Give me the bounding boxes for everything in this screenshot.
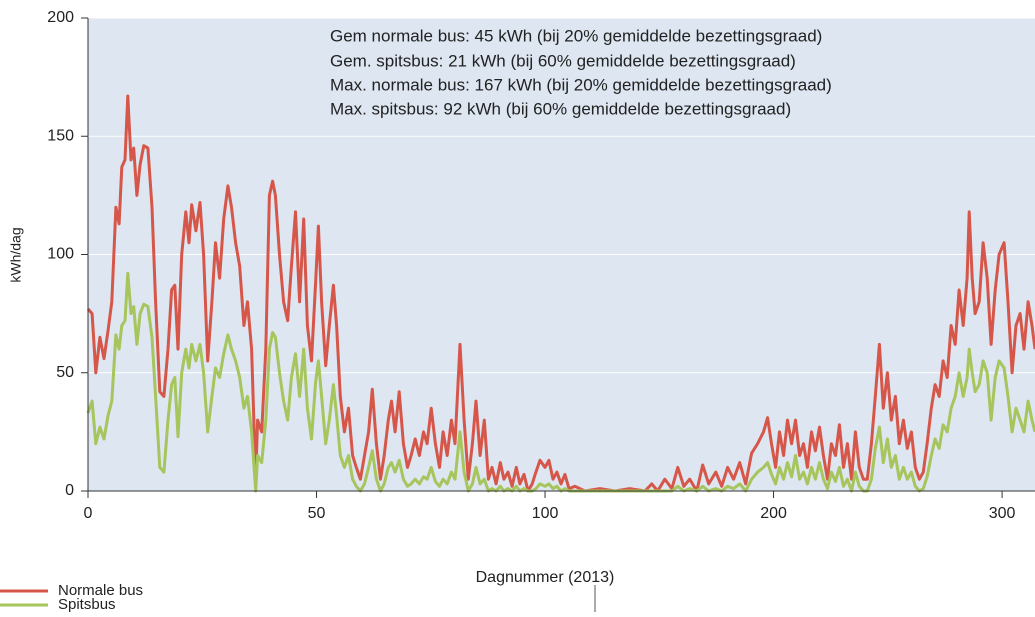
y-tick-label: 50 (56, 364, 74, 381)
y-tick-label: 200 (47, 9, 74, 26)
annotation: Gem. spitsbus: 21 kWh (bij 60% gemiddeld… (330, 51, 796, 70)
annotation: Max. spitsbus: 92 kWh (bij 60% gemiddeld… (330, 99, 791, 118)
x-tick-label: 200 (760, 505, 787, 522)
legend-label: Normale bus (58, 582, 143, 599)
annotation: Max. normale bus: 167 kWh (bij 20% gemid… (330, 75, 832, 94)
series-line (86, 94, 1035, 493)
y-tick-label: 0 (65, 482, 74, 499)
x-tick-label: 100 (532, 505, 559, 522)
legend-label: Spitsbus (58, 596, 116, 612)
x-tick-label: 0 (84, 505, 93, 522)
y-axis-label: kWh/dag (8, 227, 24, 282)
x-tick-label: 50 (308, 505, 326, 522)
annotation: Gem normale bus: 45 kWh (bij 20% gemidde… (330, 26, 822, 45)
y-tick-label: 100 (47, 246, 74, 263)
series-line (86, 271, 1035, 493)
x-tick-label: 300 (989, 505, 1016, 522)
x-axis-label: Dagnummer (2013) (476, 569, 615, 586)
y-tick-label: 150 (47, 127, 74, 144)
